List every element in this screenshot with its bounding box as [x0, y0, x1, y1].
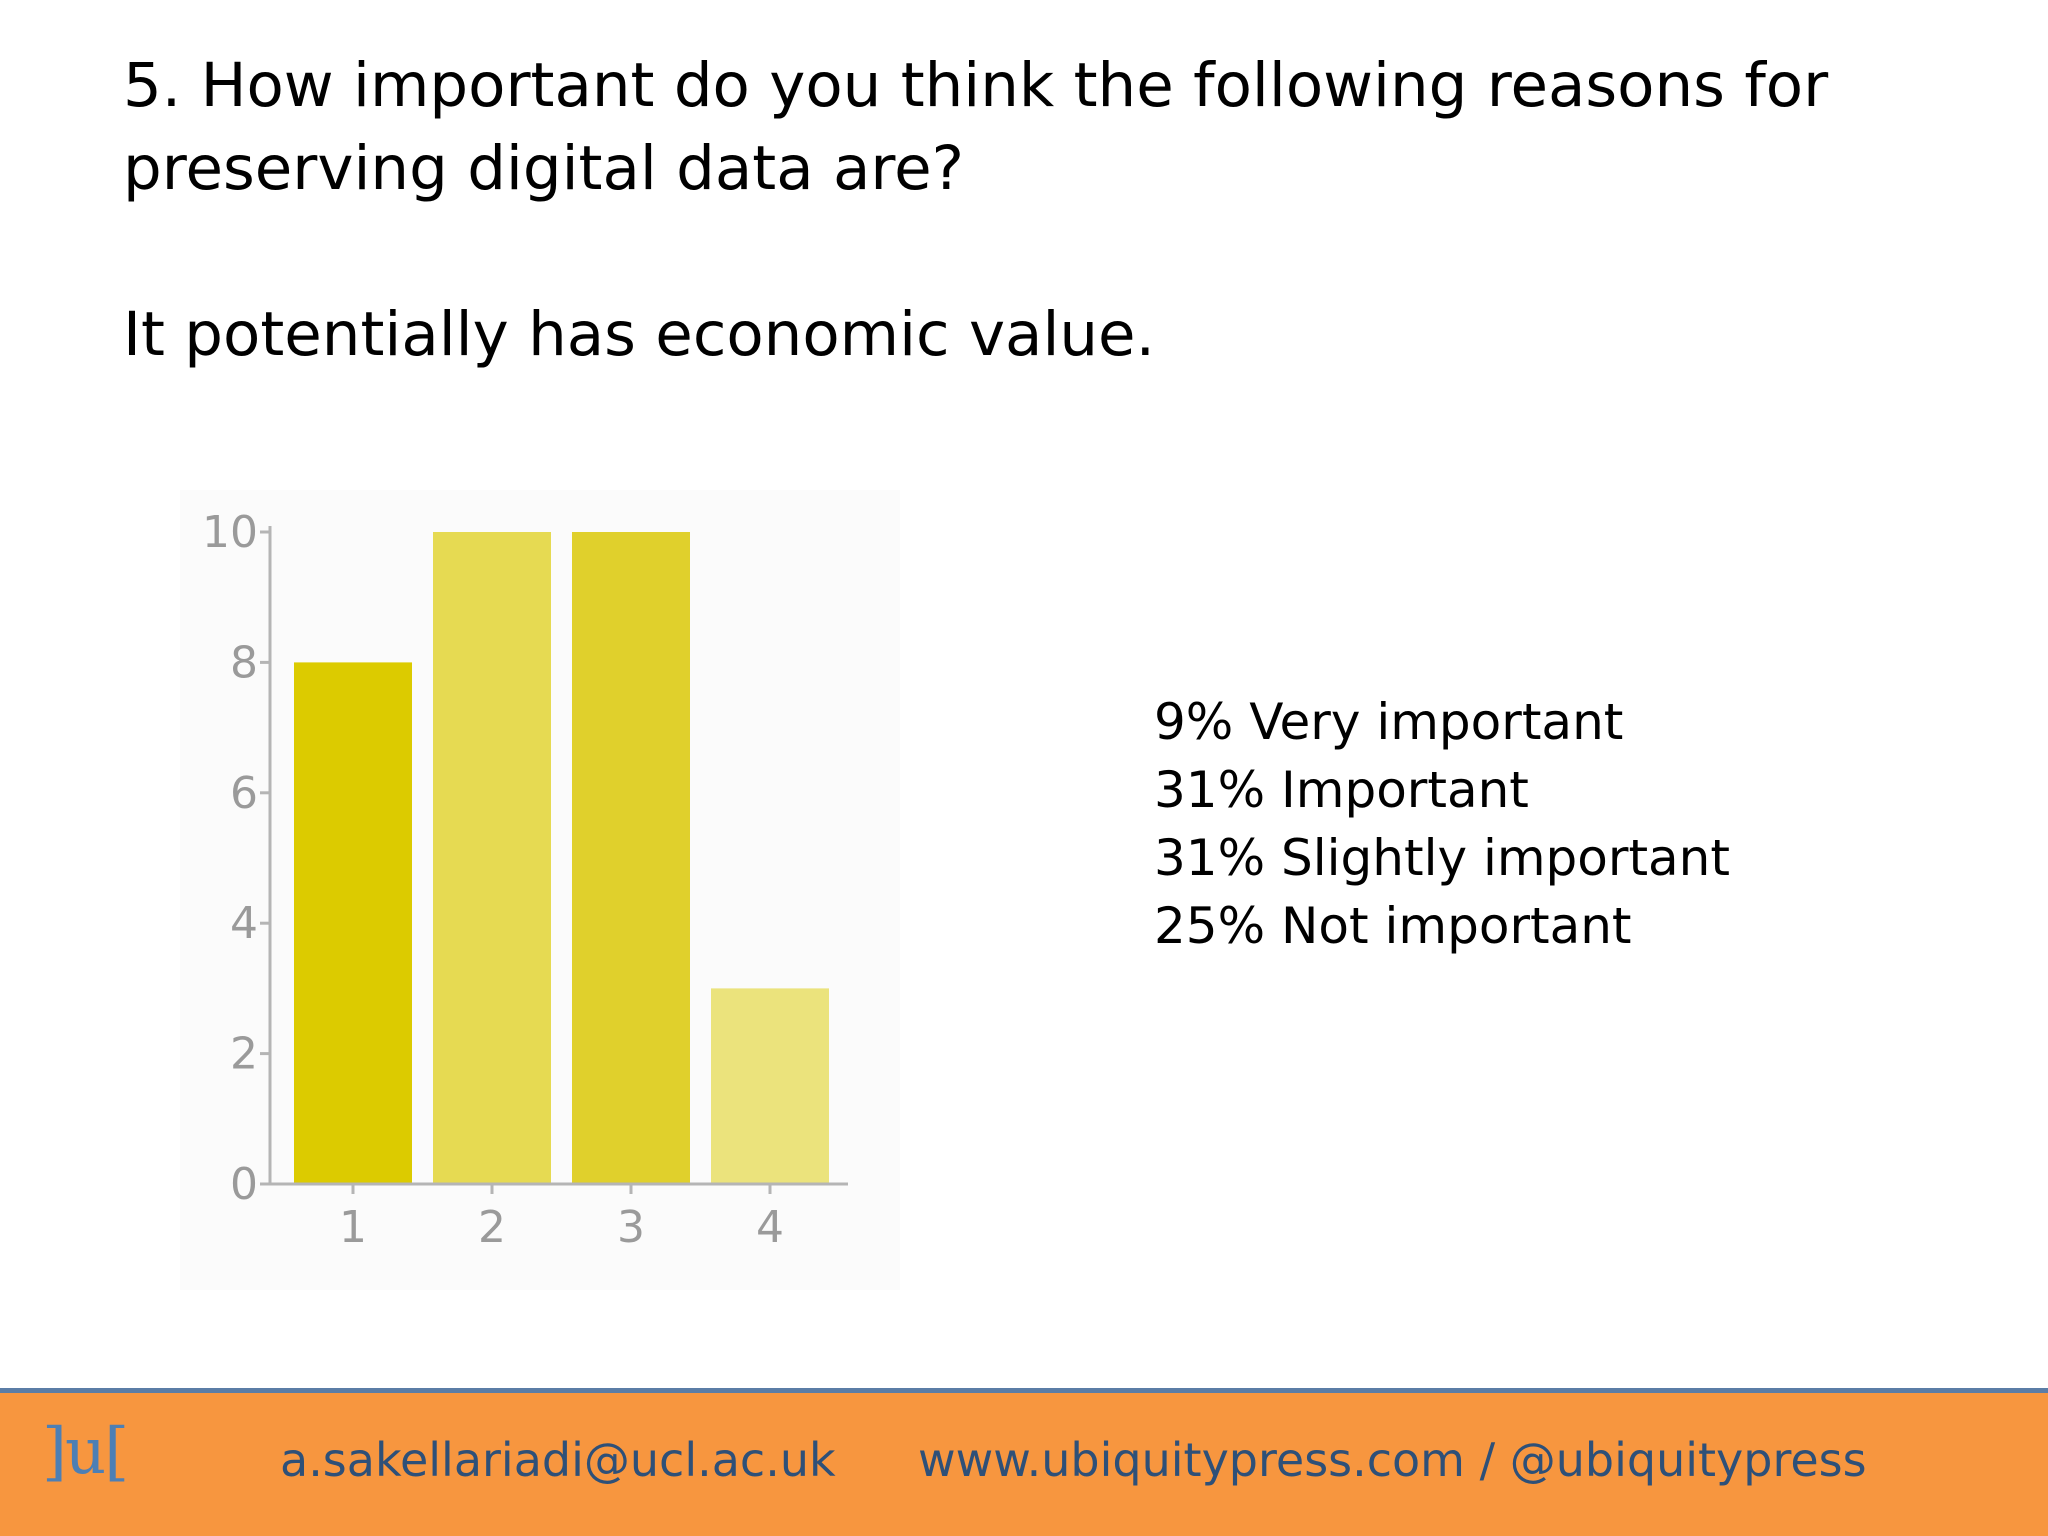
bar-2: [433, 532, 551, 1184]
footer-bar: ]u[ a.sakellariadi@ucl.ac.uk www.ubiquit…: [0, 1388, 2048, 1536]
y-tick-label-4: 4: [230, 898, 258, 949]
statement-text: It potentially has economic value.: [123, 299, 1155, 370]
y-tick-label-8: 8: [230, 637, 258, 688]
bar-1: [294, 662, 412, 1184]
response-breakdown: 9% Very important 31% Important 31% Slig…: [1154, 688, 1730, 960]
y-tick-label-0: 0: [230, 1159, 258, 1210]
x-tick-label-3: 3: [617, 1202, 645, 1253]
slide-title: 5. How important do you think the follow…: [123, 44, 1923, 376]
breakdown-important: 31% Important: [1154, 761, 1529, 819]
bar-3: [572, 532, 690, 1184]
breakdown-slightly-important: 31% Slightly important: [1154, 829, 1730, 887]
footer-website: www.ubiquitypress.com / @ubiquitypress: [918, 1433, 1867, 1487]
footer-email: a.sakellariadi@ucl.ac.uk: [280, 1433, 836, 1487]
x-tick-label-1: 1: [339, 1202, 367, 1253]
y-tick-label-10: 10: [202, 507, 258, 558]
x-tick-label-2: 2: [478, 1202, 506, 1253]
breakdown-not-important: 25% Not important: [1154, 897, 1632, 955]
question-text: 5. How important do you think the follow…: [123, 50, 1829, 204]
ubiquity-logo: ]u[: [42, 1415, 129, 1489]
bar-4: [711, 988, 829, 1184]
y-tick-label-6: 6: [230, 768, 258, 819]
x-tick-label-4: 4: [756, 1202, 784, 1253]
breakdown-very-important: 9% Very important: [1154, 693, 1624, 751]
y-tick-label-2: 2: [230, 1029, 258, 1080]
chart-panel: 0 2 4 6 8 10 1 2 3 4: [180, 490, 900, 1290]
